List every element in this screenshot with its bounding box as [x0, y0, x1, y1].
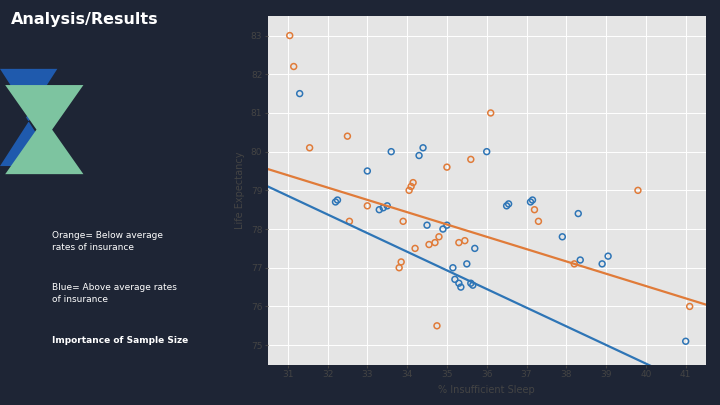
Point: [421, 222, 433, 228]
Point: [569, 261, 580, 267]
Point: [429, 239, 441, 246]
Point: [288, 63, 300, 70]
Point: [441, 222, 453, 228]
Point: [304, 145, 315, 151]
Point: [374, 207, 385, 213]
Point: [342, 133, 354, 139]
Text: Orange= Below average
rates of insurance: Orange= Below average rates of insurance: [52, 231, 163, 252]
Point: [469, 245, 480, 252]
Point: [397, 218, 409, 224]
X-axis label: % Insufficient Sleep: % Insufficient Sleep: [438, 385, 535, 394]
Point: [403, 187, 415, 194]
Point: [385, 148, 397, 155]
Point: [413, 152, 425, 159]
Point: [596, 261, 608, 267]
Point: [447, 264, 459, 271]
Point: [455, 284, 467, 290]
Point: [330, 199, 341, 205]
Point: [405, 183, 417, 190]
Point: [485, 110, 497, 116]
Point: [481, 148, 492, 155]
Point: [465, 280, 477, 286]
Point: [423, 241, 435, 248]
Text: Importance of Sample Size: Importance of Sample Size: [52, 336, 189, 345]
Point: [572, 210, 584, 217]
Point: [680, 338, 691, 345]
Point: [431, 322, 443, 329]
Text: Blue= Above average rates
of insurance: Blue= Above average rates of insurance: [52, 284, 177, 304]
Point: [441, 164, 453, 171]
Point: [453, 280, 464, 286]
Point: [632, 187, 644, 194]
Point: [453, 239, 464, 246]
Point: [418, 145, 429, 151]
Point: [575, 257, 586, 263]
Point: [525, 199, 536, 205]
Point: [461, 261, 472, 267]
Point: [501, 202, 513, 209]
Point: [557, 234, 568, 240]
Point: [459, 237, 471, 244]
Point: [284, 32, 295, 39]
Point: [395, 259, 407, 265]
Point: [437, 226, 449, 232]
Point: [343, 218, 355, 224]
Point: [377, 205, 389, 211]
Point: [449, 276, 461, 283]
Point: [528, 207, 540, 213]
Point: [433, 234, 445, 240]
Polygon shape: [0, 69, 58, 166]
Point: [467, 282, 479, 288]
Point: [527, 197, 539, 203]
Text: Analysis/Results: Analysis/Results: [10, 12, 158, 27]
Point: [361, 202, 373, 209]
Point: [382, 202, 393, 209]
Point: [410, 245, 421, 252]
Point: [533, 218, 544, 224]
Point: [393, 264, 405, 271]
Point: [294, 90, 305, 97]
Point: [465, 156, 477, 163]
Point: [408, 179, 419, 186]
Point: [332, 197, 343, 203]
Polygon shape: [5, 85, 84, 174]
Point: [361, 168, 373, 174]
Y-axis label: Life Expectancy: Life Expectancy: [235, 151, 246, 229]
Point: [503, 200, 514, 207]
Point: [684, 303, 696, 310]
Point: [603, 253, 614, 259]
